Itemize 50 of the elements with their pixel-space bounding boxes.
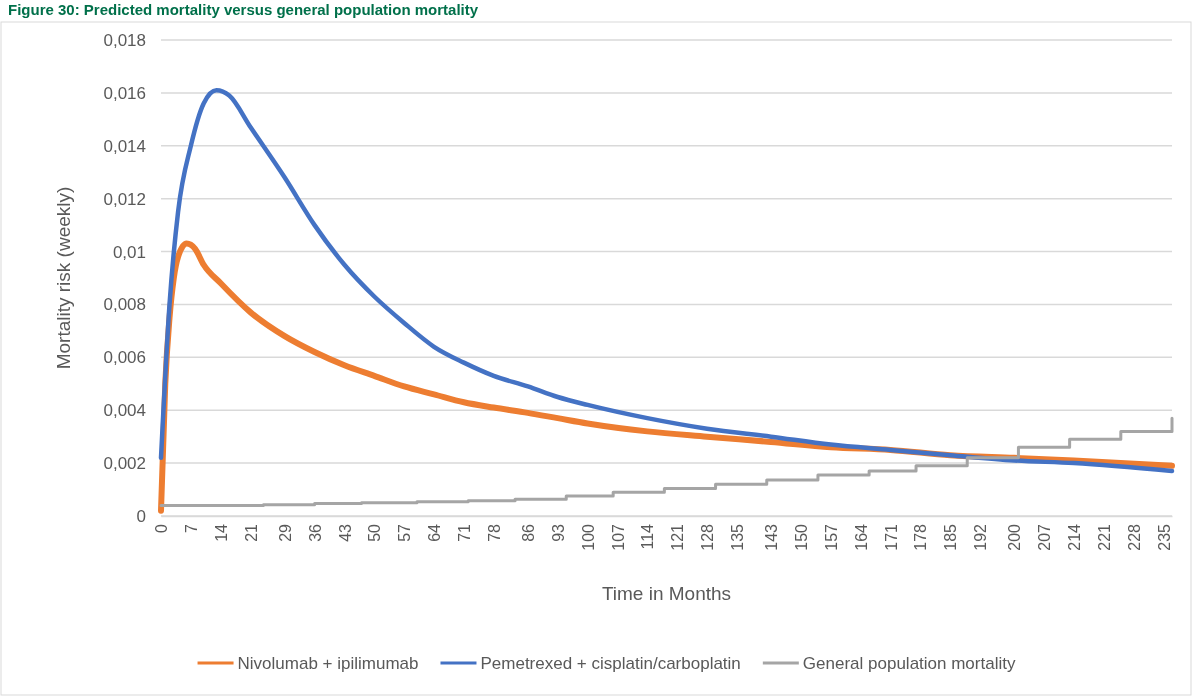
y-axis-title: Mortality risk (weekly) bbox=[53, 186, 74, 370]
y-tick-label: 0,002 bbox=[103, 454, 146, 474]
y-tick-label: 0,006 bbox=[103, 348, 146, 368]
x-tick-label: 36 bbox=[306, 523, 324, 542]
chart-title: Figure 30: Predicted mortality versus general population mortality bbox=[8, 1, 479, 18]
y-tick-label: 0,01 bbox=[112, 242, 146, 262]
x-axis-title: Time in Months bbox=[601, 583, 732, 604]
legend-label: Nivolumab + ipilimumab bbox=[237, 654, 419, 673]
x-tick-label: 71 bbox=[455, 523, 473, 542]
x-tick-label: 121 bbox=[669, 523, 687, 551]
x-tick-label: 43 bbox=[336, 523, 354, 542]
x-tick-label: 29 bbox=[276, 523, 294, 542]
x-tick-label: 235 bbox=[1155, 523, 1173, 551]
x-tick-label: 7 bbox=[182, 523, 200, 533]
x-tick-label: 78 bbox=[485, 523, 503, 542]
x-tick-label: 185 bbox=[942, 523, 960, 551]
x-tick-label: 86 bbox=[519, 523, 537, 542]
x-tick-label: 14 bbox=[212, 523, 230, 542]
x-tick-label: 150 bbox=[792, 523, 810, 551]
x-tick-label: 221 bbox=[1095, 523, 1113, 551]
x-tick-label: 93 bbox=[549, 523, 567, 542]
legend-label: Pemetrexed + cisplatin/carboplatin bbox=[480, 654, 741, 673]
x-tick-label: 157 bbox=[822, 523, 840, 551]
x-tick-label: 64 bbox=[426, 523, 444, 542]
x-tick-label: 164 bbox=[852, 523, 870, 551]
x-tick-label: 114 bbox=[639, 523, 657, 550]
y-tick-label: 0,008 bbox=[103, 295, 146, 315]
x-tick-label: 128 bbox=[699, 523, 717, 551]
y-tick-label: 0,004 bbox=[103, 401, 146, 421]
x-tick-label: 178 bbox=[912, 523, 930, 551]
x-tick-label: 50 bbox=[366, 523, 384, 542]
x-tick-label: 192 bbox=[972, 523, 990, 551]
y-tick-label: 0,018 bbox=[103, 30, 146, 50]
y-tick-label: 0,016 bbox=[103, 83, 146, 103]
x-tick-label: 57 bbox=[396, 523, 414, 542]
x-tick-label: 0 bbox=[153, 523, 171, 533]
x-tick-label: 214 bbox=[1065, 523, 1083, 551]
x-tick-label: 207 bbox=[1036, 523, 1054, 551]
x-tick-label: 135 bbox=[728, 523, 746, 551]
x-tick-label: 21 bbox=[242, 523, 260, 542]
y-tick-label: 0,012 bbox=[103, 189, 146, 209]
y-tick-label: 0,014 bbox=[103, 136, 146, 156]
x-tick-label: 171 bbox=[882, 523, 900, 551]
x-tick-label: 228 bbox=[1125, 523, 1143, 551]
x-tick-label: 100 bbox=[579, 523, 597, 551]
legend-label: General population mortality bbox=[802, 654, 1016, 673]
x-tick-label: 200 bbox=[1006, 523, 1024, 551]
x-tick-label: 107 bbox=[609, 523, 627, 551]
x-tick-label: 143 bbox=[763, 523, 781, 551]
line-series bbox=[158, 87, 1175, 474]
